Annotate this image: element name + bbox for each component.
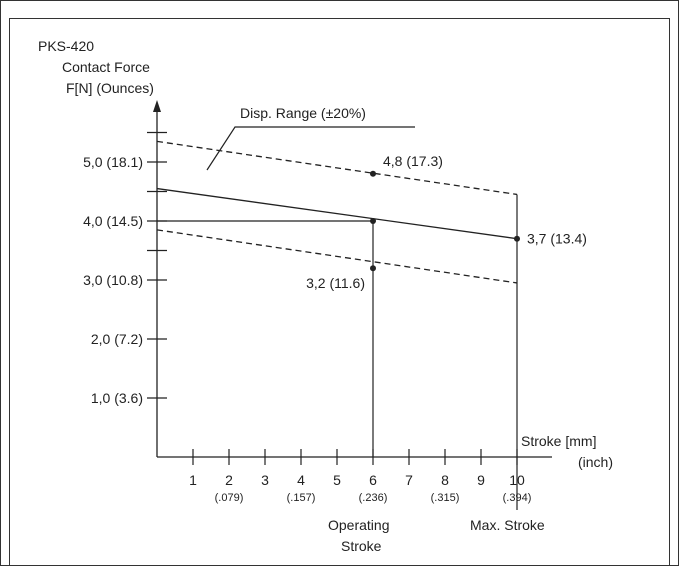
x-tick-inch-label: (.315) xyxy=(431,492,460,504)
y-tick-label: 1,0 (3.6) xyxy=(91,390,143,406)
disp-range-callout: Disp. Range (±20%) xyxy=(206,105,415,171)
x-tick-inch-label: (.079) xyxy=(215,492,244,504)
reference-lines xyxy=(157,194,518,510)
x-tick-label: 8 xyxy=(441,472,449,488)
data-point xyxy=(370,170,376,177)
x-axis-label-line2: (inch) xyxy=(578,454,613,470)
y-tick-label: 5,0 (18.1) xyxy=(83,154,143,170)
x-axis-label-line1: Stroke [mm] xyxy=(521,433,596,449)
y-axis-arrow xyxy=(153,100,161,112)
x-tick-label: 2 xyxy=(225,472,233,488)
x-tick-label: 4 xyxy=(297,472,305,488)
x-tick-label: 7 xyxy=(405,472,413,488)
data-point xyxy=(370,218,376,224)
y-tick-label: 4,0 (14.5) xyxy=(83,213,143,229)
operating-stroke-label-line1: Operating xyxy=(328,517,389,533)
y-ticks: 1,0 (3.6) 2,0 (7.2) 3,0 (10.8) 4,0 (14.5) 5,… xyxy=(83,131,167,406)
x-tick-inch-label: (.236) xyxy=(359,492,388,504)
x-tick-label: 1 xyxy=(189,472,197,488)
y-tick-label: 2,0 (7.2) xyxy=(91,331,143,347)
data-point xyxy=(370,265,376,272)
series-lower-line xyxy=(156,229,518,284)
series-upper-line xyxy=(156,140,518,196)
x-tick-label: 3 xyxy=(261,472,269,488)
data-points: 4,8 (17.3) 3,2 (11.6) 3,7 (13.4) xyxy=(306,153,587,291)
data-point-label: 4,8 (17.3) xyxy=(383,153,443,169)
disp-range-label: Disp. Range (±20%) xyxy=(240,105,366,121)
data-point-label: 3,2 (11.6) xyxy=(306,275,365,291)
x-ticks: 1 2(.079)3 4(.157)5 6(.236)7 8(.315)9 10(.394… xyxy=(189,449,531,504)
x-tick-label: 9 xyxy=(477,472,485,488)
model-label: PKS-420 xyxy=(38,38,94,54)
data-point xyxy=(514,235,520,242)
y-axis-label-line2: F[N] (Ounces) xyxy=(66,80,154,96)
y-tick-label: 3,0 (10.8) xyxy=(83,272,143,288)
x-tick-label: 5 xyxy=(333,472,341,488)
series-lines xyxy=(156,140,518,284)
axes xyxy=(153,100,552,458)
x-tick-label: 6 xyxy=(369,472,377,488)
chart-frame xyxy=(9,18,670,566)
y-axis-label-line1: Contact Force xyxy=(62,59,150,75)
data-point-label: 3,7 (13.4) xyxy=(527,231,587,247)
disp-range-leader xyxy=(206,126,415,171)
operating-stroke-label-line2: Stroke xyxy=(341,538,382,554)
x-tick-inch-label: (.157) xyxy=(287,492,316,504)
max-stroke-label: Max. Stroke xyxy=(470,517,545,533)
series-nominal-line xyxy=(156,187,518,240)
